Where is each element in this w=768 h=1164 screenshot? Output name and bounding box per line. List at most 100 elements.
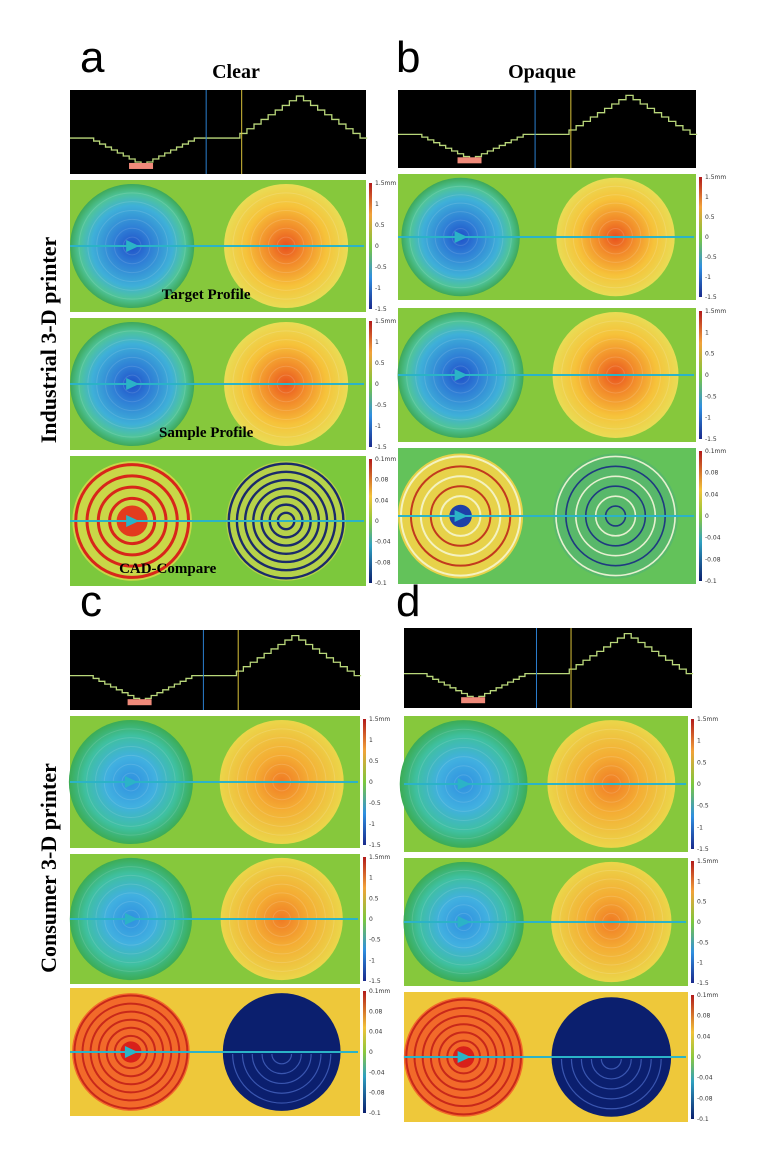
colorbar-tick-label: 0.1mm <box>697 992 718 999</box>
profile-arrow <box>124 913 138 925</box>
profile-arrow <box>457 916 471 928</box>
colorbar-tick-label: 0.5 <box>369 758 379 765</box>
colorbar-c-compare: 0.1mm 0.08 0.04 0 -0.04 -0.08 -0.1 <box>363 988 390 1117</box>
profile-arrow <box>124 1046 138 1058</box>
profile-bottom-marker <box>461 697 486 704</box>
colorbar-tick-label: -0.08 <box>375 559 391 566</box>
colorbar-tick-label: -1.5 <box>375 444 387 451</box>
colorbar-tick-label: -0.5 <box>375 402 387 409</box>
deviation-ring <box>570 1058 652 1100</box>
colorbar-tick-label: 0 <box>705 513 709 520</box>
profile-arrow <box>457 778 471 790</box>
colorbar-tick-label: 0.08 <box>697 1013 711 1020</box>
colorbar-tick-label: -0.08 <box>705 556 721 563</box>
row-label-consumer: Consumer 3-D printer <box>36 763 61 973</box>
colorbar-tick-label: -1 <box>697 824 703 831</box>
profile-strip-d <box>404 628 694 708</box>
colorbar-tick-label: 0.08 <box>705 470 719 477</box>
colorbar-tick-label: -1 <box>375 285 381 292</box>
colorbar-tick-label: -1.5 <box>369 842 381 849</box>
row-label-industrial: Industrial 3-D printer <box>36 236 61 443</box>
colorbar-a-target: 1.5mm 1 0.5 0 -0.5 -1 -1.5 <box>369 180 396 313</box>
colorbar-tick-label: -1 <box>705 274 711 281</box>
colorbar-tick-label: 0.1mm <box>705 448 726 455</box>
colorbar-tick-label: 1.5mm <box>697 716 718 723</box>
map-label: Target Profile <box>162 287 251 303</box>
colorbar-tick-label: 1.5mm <box>375 318 396 325</box>
colorbar-bar <box>363 991 366 1113</box>
colorbar-tick-label: 0.5 <box>705 351 715 358</box>
height-map-c-target <box>68 716 360 848</box>
deviation-ring <box>271 1053 293 1065</box>
colorbar-tick-label: -1.5 <box>375 306 387 313</box>
profile-strip-a <box>70 90 368 174</box>
height-map-a-target: Target Profile <box>70 180 366 312</box>
compare-map-b-compare <box>398 448 696 584</box>
colorbar-tick-label: -0.08 <box>697 1095 713 1102</box>
profile-arrow <box>454 369 468 381</box>
colorbar-tick-label: 0 <box>705 372 709 379</box>
colorbar-a-sample: 1.5mm 1 0.5 0 -0.5 -1 -1.5 <box>369 318 396 451</box>
column-title-opaque: Opaque <box>508 61 576 83</box>
colorbar-tick-label: -1.5 <box>697 846 709 853</box>
column-title-clear: Clear <box>212 61 260 83</box>
profile-strip-bg <box>398 90 696 168</box>
colorbar-tick-label: 0 <box>697 1054 701 1061</box>
colorbar-tick-label: 1 <box>369 737 373 744</box>
panel-letter-d: d <box>396 577 420 626</box>
profile-bottom-marker <box>457 157 482 164</box>
colorbar-tick-label: 0 <box>375 381 379 388</box>
colorbar-bar <box>369 459 372 583</box>
colorbar-bar <box>699 451 702 581</box>
height-map-d-sample <box>403 858 688 986</box>
colorbar-c-sample: 1.5mm 1 0.5 0 -0.5 -1 -1.5 <box>363 854 390 985</box>
colorbar-tick-label: 1 <box>705 194 709 201</box>
colorbar-tick-label: -1.5 <box>705 436 717 443</box>
deviation-ring <box>560 1058 662 1110</box>
colorbar-tick-label: -0.5 <box>369 937 381 944</box>
profile-arrow <box>124 776 138 788</box>
colorbar-tick-label: -1 <box>369 957 375 964</box>
map-label: CAD-Compare <box>119 561 217 577</box>
colorbar-tick-label: 0 <box>697 919 701 926</box>
colorbar-tick-label: 1 <box>375 339 379 346</box>
profile-strip-c <box>70 630 362 710</box>
deviation-ring <box>241 1053 322 1094</box>
colorbar-tick-label: 0.08 <box>375 477 389 484</box>
colorbar-tick-label: 0.5 <box>697 759 707 766</box>
colorbar-tick-label: 1.5mm <box>369 716 390 723</box>
colorbar-tick-label: -0.5 <box>705 393 717 400</box>
colorbar-tick-label: 0.5 <box>369 895 379 902</box>
profile-line <box>398 94 698 160</box>
profile-line <box>70 95 368 166</box>
colorbar-tick-label: -0.04 <box>375 539 391 546</box>
deviation-ring <box>590 1058 632 1080</box>
colorbar-tick-label: -0.5 <box>697 939 709 946</box>
colorbar-tick-label: 1 <box>697 878 701 885</box>
colorbar-tick-label: 0 <box>697 781 701 788</box>
height-map-b-sample <box>397 308 696 442</box>
colorbar-tick-label: 0.5 <box>697 899 707 906</box>
colorbar-tick-label: -0.1 <box>697 1116 709 1123</box>
colorbar-tick-label: 1 <box>375 201 379 208</box>
compare-map-d-compare <box>403 992 688 1122</box>
height-map-a-sample: Sample Profile <box>70 318 366 450</box>
colorbar-tick-label: 0.04 <box>369 1029 383 1036</box>
colorbar-tick-label: -0.08 <box>369 1090 385 1097</box>
colorbar-tick-label: 0.5 <box>375 360 385 367</box>
colorbar-c-target: 1.5mm 1 0.5 0 -0.5 -1 -1.5 <box>363 716 390 849</box>
colorbar-tick-label: 0 <box>375 518 379 525</box>
profile-strip-bg <box>70 90 366 174</box>
colorbar-tick-label: -0.04 <box>697 1075 713 1082</box>
colorbar-tick-label: -1 <box>375 423 381 430</box>
colorbar-tick-label: 0.1mm <box>369 988 390 995</box>
colorbar-tick-label: 0.08 <box>369 1008 383 1015</box>
colorbar-tick-label: 1.5mm <box>375 180 396 187</box>
colorbar-tick-label: -0.1 <box>375 580 387 587</box>
colorbar-b-target: 1.5mm 1 0.5 0 -0.5 -1 -1.5 <box>699 174 726 301</box>
colorbar-tick-label: -0.1 <box>369 1110 381 1117</box>
colorbar-bar <box>363 719 366 845</box>
profile-bottom-marker <box>127 699 152 706</box>
colorbar-bar <box>691 719 694 849</box>
